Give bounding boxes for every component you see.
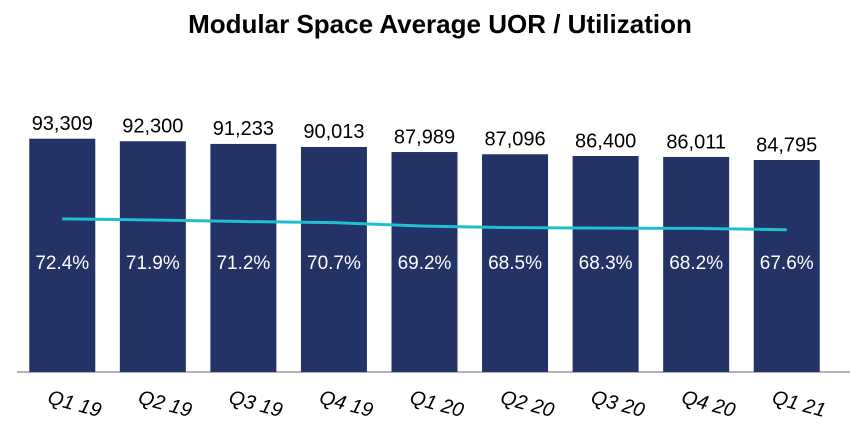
bar [300, 146, 367, 372]
line-value-label: 68.5% [488, 253, 542, 274]
bar [572, 156, 639, 372]
bar [753, 160, 820, 372]
bar-value-label: 91,233 [213, 118, 274, 140]
line-value-label: 72.4% [35, 253, 89, 274]
bar-value-label: 92,300 [122, 116, 183, 138]
x-tick-label: Q3 19 [226, 387, 284, 422]
bar [210, 143, 277, 372]
bar-value-label: 90,013 [303, 121, 364, 143]
line-value-label: 70.7% [307, 253, 361, 274]
bar-value-label: 87,989 [394, 126, 455, 148]
x-tick-label: Q3 20 [589, 387, 647, 422]
x-tick-label: Q1 20 [408, 387, 466, 422]
bar-value-label: 93,309 [32, 113, 93, 135]
line-value-label: 68.2% [669, 253, 723, 274]
x-tick-label: Q2 19 [136, 387, 194, 422]
x-tick-label: Q4 19 [317, 387, 375, 422]
bar-value-label: 86,011 [666, 131, 726, 153]
bar [663, 156, 730, 372]
line-value-label: 71.9% [126, 253, 180, 274]
bar [482, 154, 549, 372]
line-value-label: 69.2% [398, 253, 452, 274]
x-tick-label: Q2 20 [498, 387, 556, 422]
x-tick-label: Q4 20 [679, 387, 737, 422]
line-value-label: 71.2% [216, 253, 270, 274]
utilization-line [62, 217, 787, 232]
bar-value-label: 87,096 [484, 129, 545, 151]
bar-value-label: 86,400 [575, 130, 636, 152]
bar-value-label: 84,795 [756, 134, 817, 156]
chart-title: Modular Space Average UOR / Utilization [188, 9, 692, 39]
x-tick-label: Q1 19 [45, 387, 103, 422]
bar [29, 138, 96, 372]
x-tick-label: Q1 21 [770, 387, 828, 422]
line-value-label: 67.6% [760, 253, 814, 274]
bar [119, 141, 186, 372]
bar [391, 152, 458, 372]
line-value-label: 68.3% [579, 253, 633, 274]
